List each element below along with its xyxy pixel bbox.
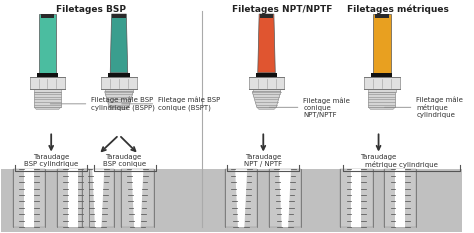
FancyBboxPatch shape [34, 89, 61, 92]
Polygon shape [34, 92, 61, 107]
Polygon shape [109, 107, 128, 110]
Text: Taraudage: Taraudage [360, 154, 397, 161]
FancyBboxPatch shape [371, 73, 392, 77]
FancyBboxPatch shape [57, 169, 89, 227]
FancyBboxPatch shape [256, 73, 277, 77]
Text: Filetages métriques: Filetages métriques [347, 5, 449, 14]
Text: NPT / NPTF: NPT / NPTF [244, 161, 282, 167]
FancyBboxPatch shape [368, 89, 396, 92]
FancyBboxPatch shape [269, 169, 301, 227]
FancyBboxPatch shape [260, 14, 273, 17]
FancyBboxPatch shape [364, 77, 400, 89]
Polygon shape [368, 107, 395, 110]
FancyBboxPatch shape [39, 14, 56, 73]
Polygon shape [252, 92, 281, 107]
Text: Taraudage: Taraudage [105, 154, 142, 161]
Text: Taraudage: Taraudage [33, 154, 69, 161]
FancyBboxPatch shape [248, 77, 284, 89]
Text: Filetage mâle
métrique
cylindrique: Filetage mâle métrique cylindrique [384, 96, 463, 118]
FancyBboxPatch shape [340, 169, 373, 227]
FancyBboxPatch shape [82, 169, 114, 227]
Text: BSP conique: BSP conique [103, 161, 146, 167]
Text: BSP cylindrique: BSP cylindrique [24, 161, 78, 167]
Polygon shape [279, 169, 291, 227]
Text: Filetage mâle BSP
conique (BSPT): Filetage mâle BSP conique (BSPT) [122, 97, 220, 111]
Polygon shape [105, 92, 133, 107]
Text: Taraudage: Taraudage [245, 154, 282, 161]
Polygon shape [131, 169, 144, 227]
Polygon shape [92, 169, 104, 227]
Text: Filetage mâle BSP
cylindrique (BSPP): Filetage mâle BSP cylindrique (BSPP) [50, 97, 155, 111]
FancyBboxPatch shape [112, 14, 126, 17]
FancyBboxPatch shape [373, 14, 391, 73]
Polygon shape [257, 107, 276, 110]
Polygon shape [258, 14, 275, 73]
FancyBboxPatch shape [29, 77, 65, 89]
Polygon shape [351, 169, 362, 227]
FancyBboxPatch shape [101, 77, 137, 89]
Text: Filetages NPT/NPTF: Filetages NPT/NPTF [232, 5, 333, 14]
Polygon shape [368, 92, 395, 107]
FancyBboxPatch shape [384, 169, 416, 227]
FancyBboxPatch shape [37, 73, 58, 77]
FancyBboxPatch shape [121, 169, 154, 227]
FancyBboxPatch shape [253, 89, 280, 92]
FancyBboxPatch shape [13, 169, 45, 227]
Polygon shape [395, 169, 405, 227]
Polygon shape [110, 14, 128, 73]
FancyBboxPatch shape [1, 169, 463, 232]
Polygon shape [24, 169, 34, 227]
FancyBboxPatch shape [109, 73, 129, 77]
Text: Filetage mâle
conique
NPT/NPTF: Filetage mâle conique NPT/NPTF [269, 97, 350, 117]
Text: Filetages BSP: Filetages BSP [56, 5, 126, 14]
FancyBboxPatch shape [105, 89, 133, 92]
FancyBboxPatch shape [375, 14, 389, 17]
Polygon shape [34, 107, 61, 110]
FancyBboxPatch shape [225, 169, 257, 227]
Polygon shape [235, 169, 247, 227]
Text: métrique cylindrique: métrique cylindrique [365, 161, 438, 168]
Polygon shape [68, 169, 78, 227]
FancyBboxPatch shape [41, 14, 55, 17]
